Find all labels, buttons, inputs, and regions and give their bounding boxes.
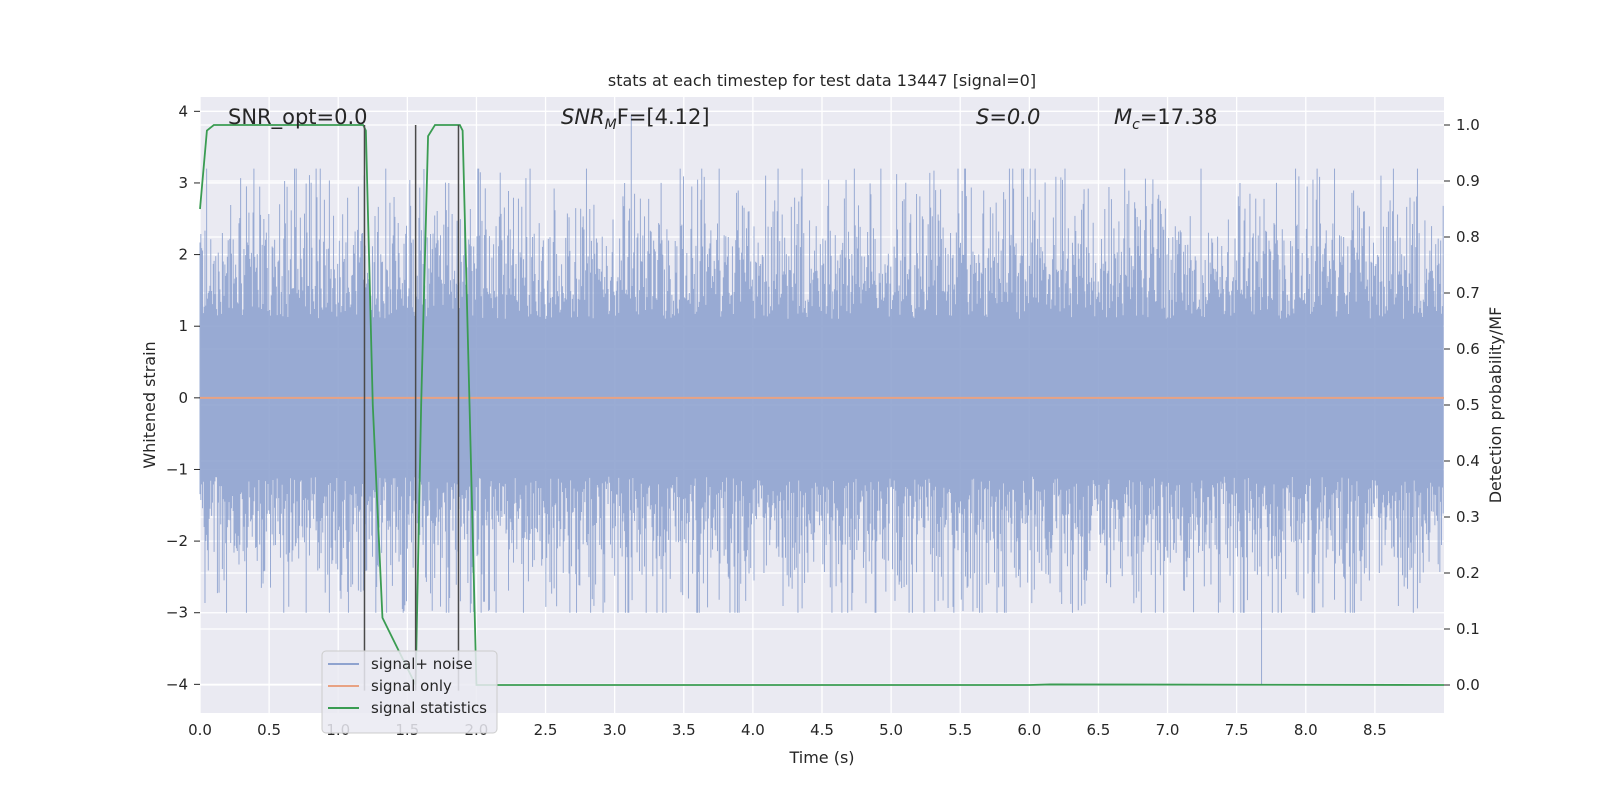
y-axis-label: Whitened strain: [140, 341, 159, 468]
annotation-snr-mf-rest: F=[4.12]: [617, 105, 710, 129]
legend-label-signal-only: signal only: [371, 677, 452, 695]
x-tick-label: 0.0: [188, 721, 212, 739]
y2-tick-label: 0.5: [1456, 396, 1480, 414]
y2-tick-label: 0.6: [1456, 340, 1480, 358]
annotation-mc: Mc=17.38: [1114, 105, 1218, 133]
y-tick-label: −2: [166, 532, 188, 550]
vertical-markers: [363, 125, 460, 691]
y-tick-labels: 4 3 2 1 0 −1 −2 −3 −4: [166, 102, 200, 693]
x-tick-label: 3.0: [603, 721, 627, 739]
annotation-mc-sub: c: [1132, 117, 1140, 133]
x-tick-label: 6.5: [1087, 721, 1111, 739]
x-tick-label: 6.0: [1017, 721, 1041, 739]
y2-tick-label: 0.0: [1456, 676, 1480, 694]
x-tick-label: 3.5: [672, 721, 696, 739]
x-tick-label: 7.5: [1225, 721, 1249, 739]
legend-label-signal-noise: signal+ noise: [371, 655, 473, 673]
y-tick-label: 2: [178, 246, 188, 264]
annotation-snr-mf-base: SNR: [561, 105, 605, 129]
y-tick-label: 0: [178, 389, 188, 407]
y2-tick-label: 0.9: [1456, 172, 1480, 190]
y2-tick-label: 0.2: [1456, 564, 1480, 582]
y-tick-label: 4: [178, 102, 188, 120]
x-tick-label: 7.0: [1156, 721, 1180, 739]
y-tick-label: −4: [166, 675, 188, 693]
y-tick-label: −3: [166, 604, 188, 622]
annotation-snr-mf-sub: M: [605, 117, 617, 133]
y-tick-label: 1: [178, 317, 188, 335]
x-tick-label: 5.5: [948, 721, 972, 739]
annotation-mc-base: M: [1114, 105, 1132, 129]
x-tick-label: 5.0: [879, 721, 903, 739]
legend: signal+ noise signal only signal statist…: [321, 650, 498, 734]
y2-tick-label: 0.4: [1456, 452, 1480, 470]
x-tick-label: 8.0: [1294, 721, 1318, 739]
y2-tick-label: 0.8: [1456, 228, 1480, 246]
x-axis-label: Time (s): [788, 748, 854, 767]
x-tick-label: 0.5: [257, 721, 281, 739]
legend-box: [321, 650, 498, 734]
legend-label-signal-statistics: signal statistics: [371, 699, 487, 717]
x-tick-label: 8.5: [1363, 721, 1387, 739]
y2-tick-label: 0.1: [1456, 620, 1480, 638]
y-tick-label: −1: [166, 460, 188, 478]
annotation-mc-rest: =17.38: [1140, 105, 1218, 129]
series-signal-noise: [199, 114, 1444, 685]
y-tick-label: 3: [178, 174, 188, 192]
y2-tick-labels: 1.0 0.9 0.8 0.7 0.6 0.5 0.4 0.3 0.2 0.1 0.0: [1444, 116, 1480, 694]
x-tick-label: 4.5: [810, 721, 834, 739]
signal-noise-trace: [199, 114, 1444, 685]
annotation-snr-opt: SNR_opt=0.0: [228, 105, 368, 130]
annotation-s-stat: S=0.0: [976, 105, 1040, 129]
y2-tick-label: 0.7: [1456, 284, 1480, 302]
x-tick-label: 2.5: [534, 721, 558, 739]
y2-axis-label: Detection probability/MF: [1486, 307, 1505, 504]
x-tick-label: 4.0: [741, 721, 765, 739]
y2-tick-label: 1.0: [1456, 116, 1480, 134]
annotation-snr-mf: SNRMF=[4.12]: [561, 105, 710, 133]
y2-tick-label: 0.3: [1456, 508, 1480, 526]
chart-title: stats at each timestep for test data 134…: [608, 71, 1036, 90]
